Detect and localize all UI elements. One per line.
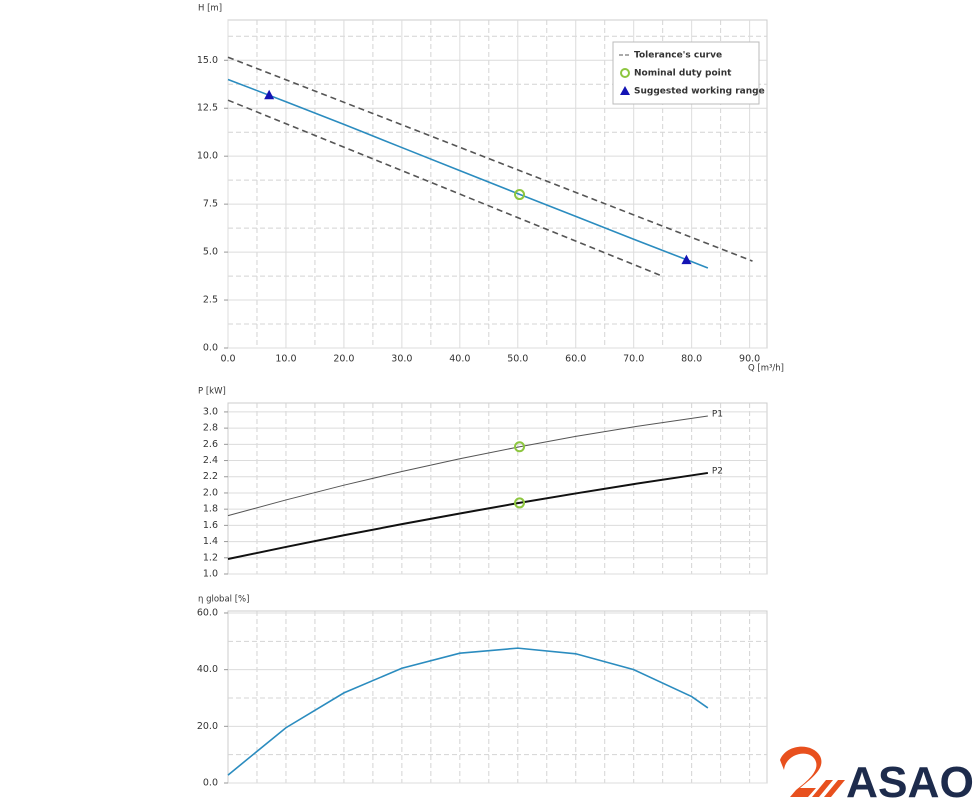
logo-stripe [824, 780, 845, 797]
y-tick-label: 20.0 [197, 721, 218, 732]
series-line [227, 415, 708, 517]
series-line [227, 471, 709, 560]
logo-text: ASAO [846, 758, 974, 800]
y-axis-label: H [m] [198, 4, 222, 14]
marker [514, 441, 526, 453]
chart: 0.0 10.0 20.0 30.0 40.0 50.0 60.0 70.0 80.0 90.0 0… [197, 4, 784, 374]
legend-label: Suggested working range [634, 87, 765, 97]
series-line [227, 56, 753, 262]
chart: 1.0 1.2 1.4 1.6 1.8 2.0 2.2 2.4 2.6 2.8 3.0 P [kW] P… [198, 387, 768, 580]
logo-stripe [812, 780, 833, 797]
x-tick-label: 10.0 [275, 354, 296, 365]
x-tick-label: 70.0 [623, 354, 644, 365]
y-tick-label: 2.0 [203, 487, 218, 498]
series-line [227, 78, 709, 269]
y-tick-label: 7.5 [203, 199, 218, 210]
legend-swatch [620, 86, 630, 95]
marker [681, 254, 692, 265]
series-line [227, 99, 661, 276]
x-tick-label: 50.0 [507, 354, 528, 365]
y-tick-label: 60.0 [197, 607, 218, 618]
y-tick-label: 1.8 [203, 504, 218, 515]
y-tick-label: 12.5 [197, 103, 218, 114]
marker [264, 89, 275, 100]
plot-area [227, 610, 768, 784]
y-tick-label: 1.0 [203, 569, 218, 580]
y-axis-label: P [kW] [198, 387, 226, 397]
y-tick-label: 2.5 [203, 295, 218, 306]
y-tick-label: 15.0 [197, 55, 218, 66]
legend-box [612, 41, 760, 105]
x-axis-label: Q [m³/h] [748, 364, 784, 374]
x-tick-label: 20.0 [333, 354, 354, 365]
series-label: P1 [712, 409, 723, 419]
y-tick-label: 2.4 [203, 455, 218, 466]
series-line [227, 647, 709, 776]
y-tick-label: 2.8 [203, 423, 218, 434]
legend-swatch [620, 68, 630, 78]
legend-label: Nominal duty point [634, 69, 732, 79]
logo: ASAO [780, 746, 974, 800]
y-tick-label: 1.6 [203, 520, 218, 531]
series-label: P2 [712, 466, 723, 476]
x-tick-label: 0.0 [220, 354, 235, 365]
plot-area [227, 402, 768, 575]
legend: Tolerance's curve Nominal duty point Sugge… [612, 41, 765, 105]
legend-label: Tolerance's curve [634, 51, 722, 61]
y-tick-label: 0.0 [203, 343, 218, 354]
y-axis-label: η global [%] [198, 595, 249, 605]
y-tick-label: 1.4 [203, 536, 218, 547]
x-tick-label: 40.0 [449, 354, 470, 365]
y-tick-label: 5.0 [203, 247, 218, 258]
y-tick-label: 0.0 [203, 778, 218, 789]
x-tick-label: 30.0 [391, 354, 412, 365]
y-tick-label: 2.2 [203, 471, 218, 482]
y-tick-label: 1.2 [203, 552, 218, 563]
chart: 0.0 20.0 40.0 60.0 η global [%] [197, 595, 768, 789]
y-tick-label: 40.0 [197, 664, 218, 675]
marker [514, 189, 526, 201]
y-tick-label: 10.0 [197, 151, 218, 162]
marker [514, 497, 526, 509]
x-tick-label: 60.0 [565, 354, 586, 365]
logo-mark [780, 746, 822, 797]
x-tick-label: 90.0 [739, 354, 760, 365]
x-tick-label: 80.0 [681, 354, 702, 365]
y-tick-label: 2.6 [203, 439, 218, 450]
y-tick-label: 3.0 [203, 406, 218, 417]
